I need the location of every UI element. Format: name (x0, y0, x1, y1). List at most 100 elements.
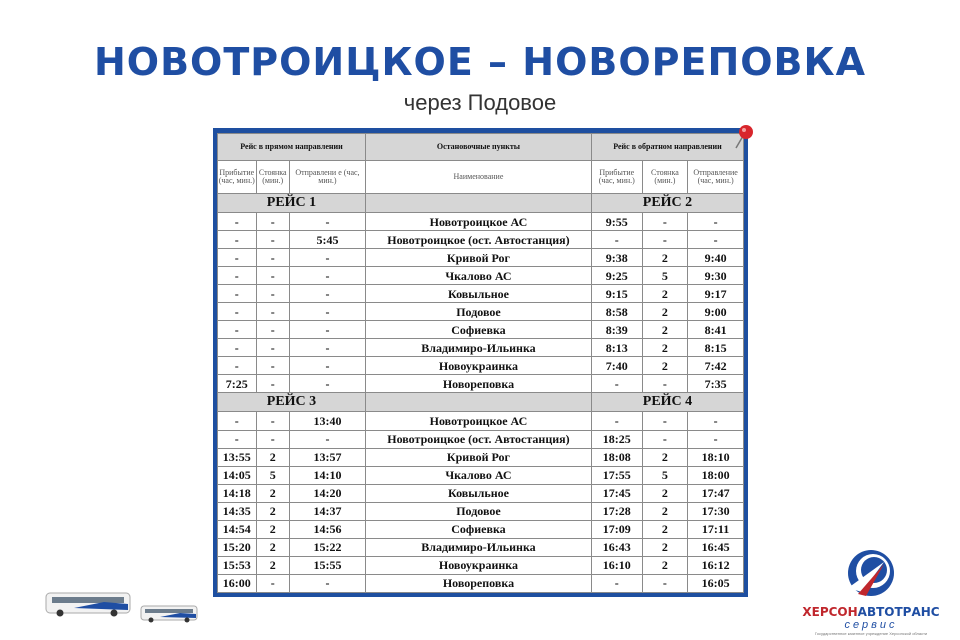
cell-arrival: 7:25 (217, 374, 257, 394)
cell-departure-back: - (687, 230, 744, 250)
cell-arrival-back: 18:25 (590, 429, 643, 449)
cell-arrival: - (217, 429, 257, 449)
cell-arrival-back: 16:10 (590, 555, 643, 575)
cell-arrival-back: 9:38 (590, 248, 643, 268)
subheader-stop: Стоянка (мин.) (255, 160, 290, 194)
cell-departure-back: 8:15 (687, 338, 744, 358)
cell-arrival: - (217, 248, 257, 268)
logo-service: сервис (844, 619, 898, 631)
cell-stop-name: Кривой Рог (364, 248, 592, 268)
cell-arrival-back: 17:55 (590, 465, 643, 485)
cell-stop-name: Ковыльное (364, 284, 592, 304)
cell-stop-time-back: 2 (641, 284, 689, 304)
cell-departure-back: 16:45 (687, 537, 744, 557)
cell-stop-time-back: 2 (641, 501, 689, 521)
cell-stop-time-back: 2 (641, 302, 689, 322)
cell-departure-back: 17:30 (687, 501, 744, 521)
cell-stop-time-back: 2 (641, 519, 689, 539)
table-row: - - - Кривой Рог 9:38 2 9:40 (217, 248, 744, 268)
cell-stop-time: - (255, 248, 290, 268)
cell-arrival: 14:54 (217, 519, 257, 539)
cell-stop-name: Новотроицкое (ост. Автостанция) (364, 230, 592, 250)
cell-departure-back: - (687, 411, 744, 431)
trip-backward: РЕЙС 2 (590, 193, 745, 213)
cell-stop-name: Подовое (364, 302, 592, 322)
cell-departure: - (288, 320, 366, 340)
cell-departure: 14:10 (288, 465, 366, 485)
table-row: 7:25- - Новореповка - -7:35 (217, 374, 744, 394)
header-row: Рейс в прямом направлении Остановочные п… (217, 133, 745, 161)
cell-arrival-back: 9:55 (590, 211, 643, 232)
cell-stop-time-back: 2 (641, 537, 689, 557)
cell-departure-back: 7:42 (687, 356, 744, 376)
logo-emblem-icon (848, 550, 894, 596)
header-backward: Рейс в обратном направлении (590, 133, 745, 161)
cell-departure: - (288, 356, 366, 376)
cell-stop-time-back: 5 (641, 266, 689, 286)
logo-brand-blue: АВТОТРАНС (857, 605, 940, 619)
schedule-frame: Рейс в прямом направлении Остановочные п… (213, 128, 748, 597)
cell-departure: 13:57 (288, 447, 366, 467)
cell-arrival: 14:35 (217, 501, 257, 521)
cell-departure-back: - (687, 211, 744, 232)
cell-departure: 14:37 (288, 501, 366, 521)
cell-stop-time-back: - (641, 429, 689, 449)
cell-departure: - (288, 302, 366, 322)
cell-arrival: - (217, 320, 257, 340)
cell-arrival: 14:05 (217, 465, 257, 485)
subheader-row: Прибытие (час, мин.) Стоянка (мин.) Отпр… (217, 160, 744, 194)
cell-departure: 14:20 (288, 483, 366, 503)
table-row: - - - Новотроицкое АС 9:55- - (217, 211, 744, 232)
company-logo: ХЕРСОНАВТОТРАНС сервис Государственное к… (786, 548, 956, 636)
cell-departure: - (288, 266, 366, 286)
cell-stop-name: Чкалово АС (364, 266, 592, 286)
cell-departure-back: 17:47 (687, 483, 744, 503)
cell-departure-back: 9:30 (687, 266, 744, 286)
cell-departure-back: 18:10 (687, 447, 744, 467)
cell-departure: - (288, 211, 366, 232)
page-subtitle: через Подовое (403, 90, 557, 115)
cell-arrival-back: - (590, 573, 643, 594)
cell-arrival-back: 17:09 (590, 519, 643, 539)
cell-stop-time-back: 2 (641, 555, 689, 575)
cell-stop-time-back: - (641, 211, 689, 232)
cell-departure: - (288, 284, 366, 304)
logo-brand: ХЕРСОНАВТОТРАНС (786, 605, 956, 619)
cell-arrival: 15:20 (217, 537, 257, 557)
cell-arrival: - (217, 411, 257, 431)
table-row: 14:35 2 14:37 Подовое 17:28 2 17:30 (217, 501, 744, 521)
cell-stop-name: Чкалово АС (364, 465, 592, 485)
cell-stop-name: Новотроицкое АС (364, 411, 592, 431)
page-title: НОВОТРОИЦКОЕ – НОВОРЕПОВКА (93, 40, 866, 84)
cell-stop-name: Подовое (364, 501, 592, 521)
cell-stop-time: - (255, 356, 290, 376)
cell-departure: 13:40 (288, 411, 366, 431)
cell-stop-time: 2 (255, 501, 290, 521)
cell-stop-time: - (255, 374, 290, 394)
cell-stop-time-back: 2 (641, 338, 689, 358)
cell-departure: 14:56 (288, 519, 366, 539)
cell-arrival: - (217, 211, 257, 232)
cell-stop-name: Ковыльное (364, 483, 592, 503)
cell-departure-back: 9:17 (687, 284, 744, 304)
cell-stop-time: 2 (255, 447, 290, 467)
cell-stop-time: - (255, 429, 290, 449)
cell-departure-back: 8:41 (687, 320, 744, 340)
table-row: - - - Софиевка 8:39 2 8:41 (217, 320, 744, 340)
cell-stop-time-back: 2 (641, 483, 689, 503)
cell-stop-time-back: - (641, 230, 689, 250)
trip-header-row: РЕЙС 1 РЕЙС 2 (217, 193, 745, 213)
cell-stop-time: 2 (255, 519, 290, 539)
cell-stop-time: - (255, 302, 290, 322)
cell-arrival: 16:00 (217, 573, 257, 594)
cell-stop-time: - (255, 320, 290, 340)
cell-stop-name: Новореповка (364, 573, 592, 594)
subheader-departure-back: Отправление (час, мин.) (687, 160, 744, 194)
cell-stop-time-back: 2 (641, 356, 689, 376)
cell-stop-time: - (255, 411, 290, 431)
cell-stop-name: Кривой Рог (364, 447, 592, 467)
table-row: - -5:45 Новотроицкое (ост. Автостанция) - - - (217, 230, 744, 250)
table-row: 16:00- - Новореповка - -16:05 (217, 573, 744, 594)
cell-stop-time-back: - (641, 573, 689, 594)
table-row: 14:05 5 14:10 Чкалово АС 17:55 5 18:00 (217, 465, 744, 485)
